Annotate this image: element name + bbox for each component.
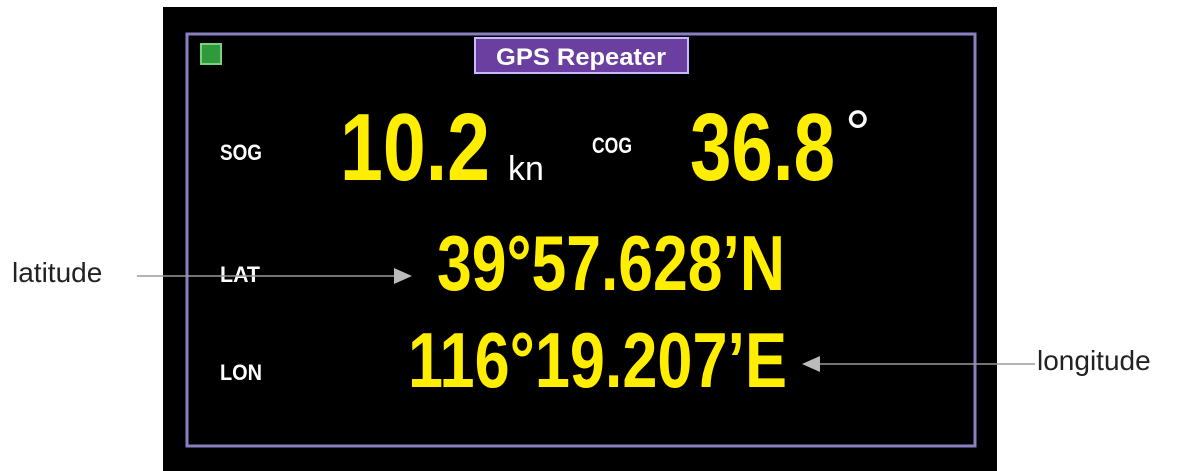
status-indicator (200, 43, 222, 65)
sog-unit: kn (508, 150, 544, 188)
title: GPS Repeater (496, 44, 666, 71)
cog-value: 36.8 (690, 94, 835, 201)
sog-value: 10.2 (340, 94, 490, 201)
latitude-callout: latitude (12, 257, 102, 288)
cog-unit: ° (845, 97, 871, 169)
callout-arrow (802, 356, 820, 372)
title-box (474, 37, 689, 74)
callout-arrow (394, 268, 412, 284)
lat-value: 39°57.628’N (437, 219, 785, 307)
cog-label: COG (592, 133, 632, 158)
lat-label: LAT (220, 262, 261, 287)
lon-label: LON (220, 360, 262, 385)
display-frame (185, 32, 977, 448)
longitude-callout: longitude (1037, 345, 1151, 376)
lon-value: 116°19.207’E (408, 316, 787, 404)
sog-label: SOG (220, 140, 262, 165)
display-panel (163, 7, 997, 471)
